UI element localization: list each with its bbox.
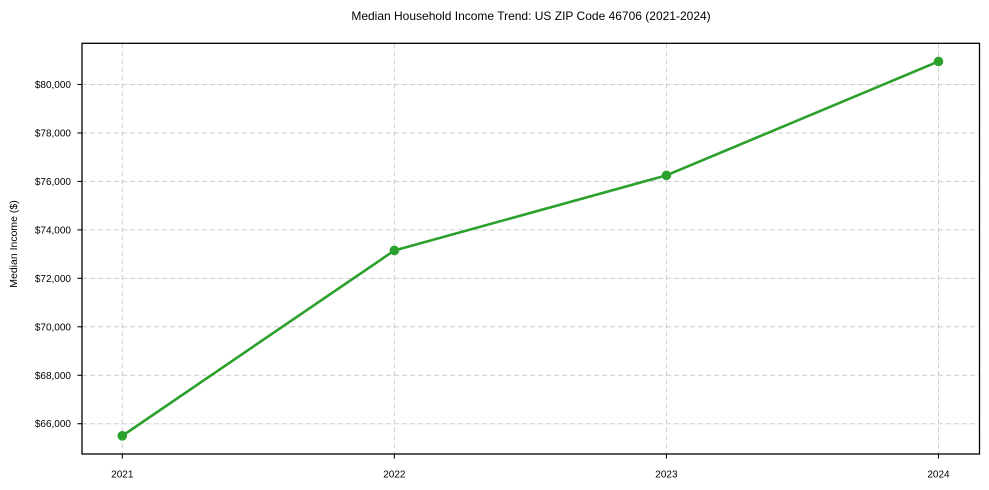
trend-line	[121, 60, 940, 438]
y-tick-label: $74,000	[35, 225, 72, 236]
data-point-marker	[389, 245, 400, 256]
y-tick-label: $68,000	[35, 371, 72, 382]
data-point-marker	[661, 170, 672, 181]
chart-title: Median Household Income Trend: US ZIP Co…	[351, 9, 711, 23]
x-tick-label: 2022	[383, 470, 406, 481]
x-tick-label: 2021	[111, 470, 134, 481]
y-tick-label: $76,000	[35, 177, 72, 188]
data-point-marker	[933, 56, 944, 67]
x-tick-label: 2024	[927, 470, 950, 481]
y-tick-label: $66,000	[35, 419, 72, 430]
y-tick-label: $70,000	[35, 322, 72, 333]
y-tick-label: $78,000	[35, 128, 72, 139]
y-tick-label: $72,000	[35, 274, 72, 285]
plot-border	[81, 42, 981, 455]
data-point-marker	[117, 431, 128, 441]
x-tick-label: 2023	[655, 470, 678, 481]
y-tick-label: $80,000	[35, 80, 72, 91]
